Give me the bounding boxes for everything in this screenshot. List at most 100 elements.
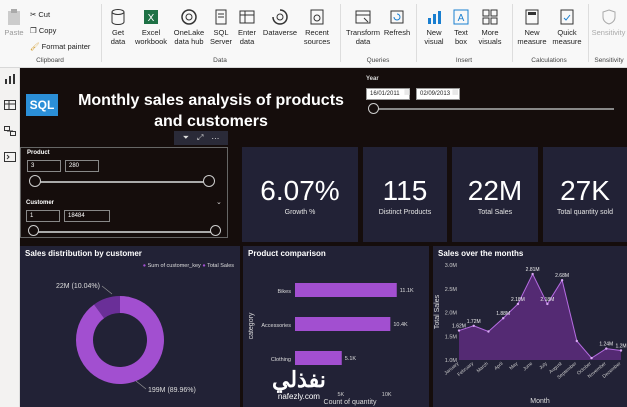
customer-min-input[interactable]: 1 [26,210,60,222]
table-view-icon[interactable] [4,100,16,110]
customer-max-input[interactable]: 18484 [64,210,110,222]
onelake-data-hub-button[interactable]: OneLake data hub [170,8,208,46]
new-visual-button[interactable]: New visual [420,8,448,46]
kpi-label: Total quantity sold [556,209,614,216]
chart-title: Sales distribution by customer [25,249,142,258]
tick-label: 2.0M [445,311,458,317]
kpi-card-growth: 6.07% Growth % [242,147,358,242]
dataverse-icon [272,9,288,25]
data-point [501,317,505,320]
cut-button[interactable]: ✂ Cut [30,10,51,19]
format-painter-button[interactable]: 🖌 Format painter [30,42,91,51]
customer-slider-track[interactable] [34,231,216,233]
sensitivity-button[interactable]: Sensitivity [590,8,627,37]
slice-label: 22M (10.04%) [56,283,100,290]
tick-label: February [456,361,475,378]
product-slider-track[interactable] [35,181,207,183]
product-max-input[interactable]: 280 [65,160,99,172]
watermark-arabic: نفذلي [272,367,326,392]
refresh-icon [390,10,404,24]
bar [295,283,397,297]
year-slider-handle-start[interactable] [368,103,379,114]
more-options-icon[interactable]: ⋯ [211,133,220,143]
product-slider-handle-end[interactable] [203,175,215,187]
paste-button[interactable]: Paste [2,8,26,37]
get-data-button[interactable]: Get data [104,8,132,46]
data-point [516,302,520,306]
year-slicer: Year 16/01/2011 ▦ 02/09/2013 ▦ [364,74,622,126]
year-slider-track[interactable] [374,108,614,110]
year-to-input[interactable]: 02/09/2013 [416,88,460,100]
tick-label: 10K [382,392,392,398]
data-point [472,324,475,327]
tick-label: March [476,361,490,374]
model-view-icon[interactable] [4,126,16,136]
tick-label: 1.5M [445,334,458,340]
data-label: 1.24M [599,342,613,348]
series-line [458,272,622,359]
recent-sources-button[interactable]: Recent sources [300,8,334,46]
y-axis-label: category [248,312,255,339]
data-point [619,349,623,352]
quick-measure-button[interactable]: Quick measure [550,8,584,46]
customer-slider-handle-end[interactable] [210,225,221,236]
chart-title: Sales over the months [438,249,524,258]
product-slicer-label: Product [27,150,50,156]
data-point [575,339,579,343]
bar-chart: category Bikes 11.1K Accessories 10.4K Clothi… [248,283,414,406]
data-label: 2.68M [555,273,569,279]
focus-mode-icon[interactable]: ⤢ [197,133,204,142]
dataverse-button[interactable]: Dataverse [260,8,300,37]
sql-server-icon [215,9,227,25]
filter-icon[interactable]: ⏷ [182,133,189,142]
new-measure-button[interactable]: New measure [514,8,550,46]
ribbon: Paste ✂ Cut ❐ Copy 🖌 Format painter Clip… [0,0,627,68]
bar [295,351,342,365]
legend-item: Sum of customer_key [147,263,201,269]
shield-icon [602,9,615,25]
data-label: 2.18M [540,297,554,303]
data-label: 2.18M [511,297,525,303]
donut-slice [76,296,165,384]
slicers-panel: Product 3 280 [20,147,228,238]
legend-dot: ● [202,263,206,269]
customer-slider-handle-start[interactable] [28,225,39,236]
data-label: 1.72M [467,319,481,325]
more-visuals-button[interactable]: More visuals [474,8,506,46]
tick-label: July [538,361,549,371]
chart-icon [428,11,441,24]
calendar-icon[interactable]: ▦ [404,89,411,96]
data-label: 1.62M [452,324,466,330]
calendar-icon[interactable]: ▦ [452,89,459,96]
tick-label: 2.5M [445,287,458,293]
dax-query-icon[interactable] [4,152,16,162]
copy-button[interactable]: ❐ Copy [30,26,57,35]
product-min-input[interactable]: 3 [27,160,61,172]
data-label: 2.81M [526,267,540,273]
separator [340,4,341,62]
recent-sources-icon [310,9,324,25]
year-from-input[interactable]: 16/01/2011 [366,88,410,100]
report-view-icon[interactable] [4,74,16,84]
data-point [457,329,461,332]
excel-workbook-button[interactable]: X Excel workbook [132,8,170,46]
donut-slice [94,296,120,319]
onelake-icon [181,9,197,25]
separator [101,4,102,62]
x-axis-label: Month [530,398,550,405]
chevron-down-icon[interactable]: ⌄ [216,199,222,206]
bar [295,317,391,331]
data-point [487,330,490,333]
sql-server-button[interactable]: SQL Server [208,8,234,46]
kpi-label: Distinct Products [378,209,432,216]
tick-label: April [493,361,504,372]
refresh-button[interactable]: Refresh [382,8,412,37]
area-chart-panel: Sales over the months 1.0M 1.5M 2.0M 2.5M 3.… [433,246,627,407]
transform-data-button[interactable]: Transform data [344,8,382,46]
enter-data-button[interactable]: Enter data [234,8,260,46]
group-label-queries: Queries [366,57,390,64]
leader-line [101,285,113,295]
product-slider-handle-start[interactable] [29,175,41,187]
text-box-button[interactable]: A Text box [448,8,474,46]
legend-dot: ● [142,263,147,269]
